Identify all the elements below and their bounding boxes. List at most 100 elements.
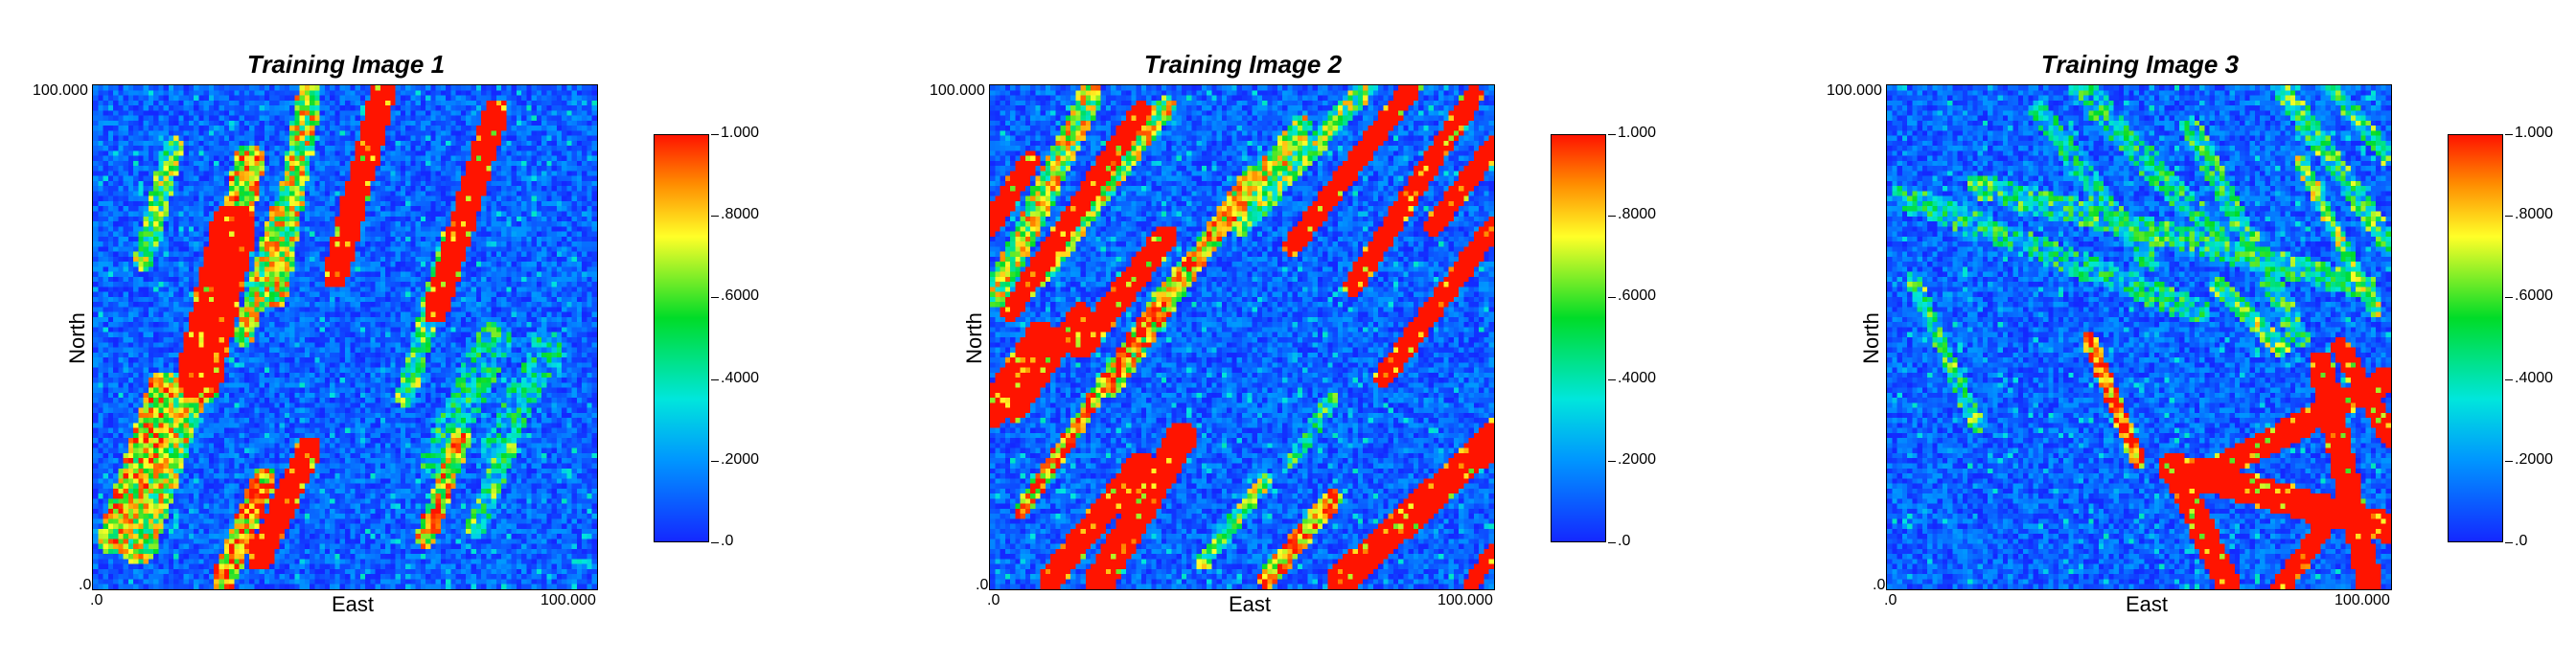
heatmap-cell [506, 296, 512, 303]
heatmap-cell [350, 90, 356, 96]
heatmap-cell [450, 110, 457, 116]
heatmap-cell [148, 95, 154, 102]
heatmap-cell [365, 282, 371, 287]
heatmap-cell [582, 180, 587, 187]
heatmap-cell [173, 135, 179, 142]
heatmap-cell [395, 211, 402, 218]
heatmap-cell [334, 276, 341, 283]
heatmap-cell [138, 231, 144, 238]
heatmap-cell [385, 296, 391, 303]
heatmap-cell [168, 126, 174, 131]
heatmap-cell [450, 226, 457, 232]
heatmap-cell [118, 135, 124, 142]
heatmap-cell [551, 287, 558, 293]
heatmap-cell [194, 146, 199, 151]
heatmap-cell [415, 276, 422, 283]
heatmap-cell [93, 171, 99, 177]
heatmap-cell [118, 271, 124, 278]
heatmap-cell [98, 171, 104, 177]
heatmap-cell [239, 130, 245, 136]
heatmap-cell [455, 221, 462, 227]
heatmap-cell [501, 126, 507, 131]
heatmap-cell [586, 150, 593, 157]
heatmap-cell [495, 85, 502, 91]
heatmap-cell [385, 271, 391, 278]
heatmap-cell [571, 327, 578, 333]
heatmap-cell [556, 110, 563, 116]
heatmap-cell [274, 166, 281, 172]
heatmap-cell [582, 120, 587, 126]
heatmap-cell [234, 332, 240, 338]
heatmap-cell [264, 191, 270, 197]
heatmap-cell [93, 316, 99, 323]
heatmap-cell [481, 200, 487, 207]
heatmap-cell [93, 110, 99, 116]
heatmap-cell [324, 100, 331, 106]
heatmap-cell [395, 200, 402, 207]
heatmap-cell [259, 291, 265, 298]
heatmap-cell [410, 206, 417, 212]
heatmap-cell [214, 130, 219, 136]
heatmap-cell [113, 226, 119, 232]
heatmap-cell [229, 155, 235, 162]
heatmap-cell [486, 100, 492, 106]
heatmap-cell [511, 186, 518, 192]
heatmap-cell [359, 200, 366, 207]
heatmap-cell [566, 175, 573, 182]
heatmap-cell [390, 262, 396, 267]
heatmap-cell [486, 216, 492, 222]
heatmap-cell [153, 291, 159, 298]
heatmap-cell [375, 316, 381, 323]
heatmap-cell [269, 110, 275, 116]
heatmap-cell [229, 287, 235, 293]
heatmap-cell [239, 322, 245, 328]
heatmap-cell [380, 302, 386, 308]
heatmap-cell [259, 311, 265, 318]
heatmap-cell [153, 200, 159, 207]
heatmap-cell [365, 90, 371, 96]
heatmap-cell [243, 266, 250, 273]
heatmap-cell [355, 150, 361, 157]
heatmap-cell [148, 271, 154, 278]
heatmap-cell [541, 327, 547, 333]
heatmap-cell [576, 155, 583, 162]
heatmap-cell [123, 216, 129, 222]
heatmap-cell [435, 221, 442, 227]
heatmap-cell [289, 186, 295, 192]
heatmap-cell [123, 191, 129, 197]
heatmap-cell [289, 180, 295, 187]
heatmap-cell [249, 256, 255, 263]
heatmap-cell [501, 186, 507, 192]
heatmap-cell [254, 307, 260, 313]
heatmap-cell [435, 302, 442, 308]
heatmap-cell [319, 291, 326, 298]
heatmap-cell [481, 251, 487, 258]
heatmap-cell [194, 200, 199, 207]
heatmap-cell [526, 200, 533, 207]
heatmap-cell [249, 85, 255, 91]
heatmap-cell [506, 251, 512, 258]
heatmap-cell [491, 110, 497, 116]
heatmap-cell [229, 146, 235, 151]
heatmap-cell [239, 262, 245, 267]
heatmap-cell [426, 120, 431, 126]
heatmap-cell [551, 282, 558, 287]
heatmap-cell [435, 105, 442, 111]
heatmap-cell [229, 160, 235, 167]
heatmap-cell [481, 311, 487, 318]
heatmap-cell [446, 291, 451, 298]
heatmap-cell [415, 166, 422, 172]
heatmap-cell [98, 160, 104, 167]
heatmap-cell [218, 302, 225, 308]
heatmap-cell [450, 211, 457, 218]
heatmap-cell [133, 276, 139, 283]
heatmap-cell [259, 276, 265, 283]
heatmap-cell [330, 322, 335, 328]
heatmap-cell [350, 322, 356, 328]
heatmap-cell [294, 100, 301, 106]
heatmap-cell [380, 296, 386, 303]
heatmap-cell [148, 110, 154, 116]
heatmap-cell [546, 166, 553, 172]
heatmap-cell [446, 171, 451, 177]
heatmap-cell [586, 287, 593, 293]
